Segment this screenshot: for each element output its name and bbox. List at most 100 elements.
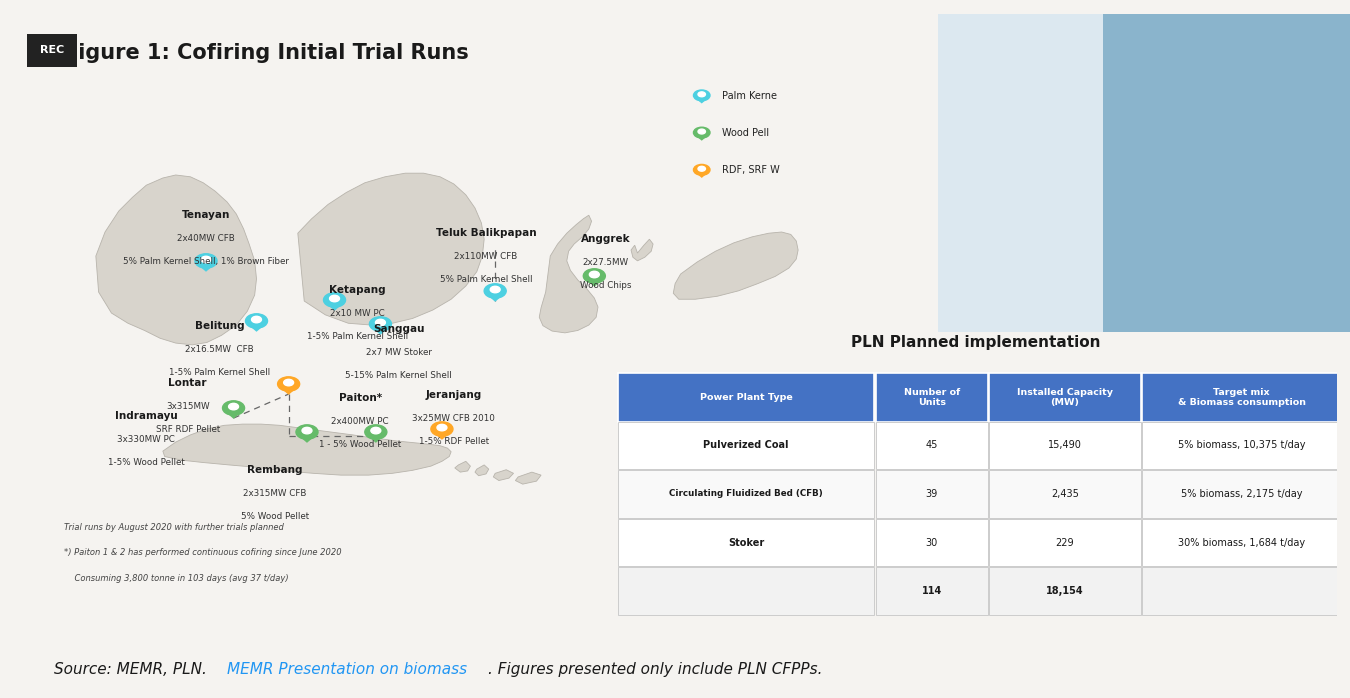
Text: 1-5% Palm Kernel Shell: 1-5% Palm Kernel Shell (169, 368, 270, 377)
Text: Consuming 3,800 tonne in 103 days (avg 37 t/day): Consuming 3,800 tonne in 103 days (avg 3… (63, 574, 289, 583)
Text: Wood Chips: Wood Chips (579, 281, 630, 290)
Text: 2x400MW PC: 2x400MW PC (331, 417, 389, 426)
Text: 1-5% Palm Kernel Shell: 1-5% Palm Kernel Shell (306, 332, 408, 341)
Polygon shape (630, 239, 653, 261)
FancyBboxPatch shape (876, 519, 988, 566)
Circle shape (583, 269, 605, 283)
Text: 2x315MW CFB: 2x315MW CFB (243, 489, 306, 498)
FancyBboxPatch shape (618, 567, 875, 615)
Text: REC: REC (39, 45, 63, 55)
FancyBboxPatch shape (876, 567, 988, 615)
Text: 114: 114 (922, 586, 942, 596)
Polygon shape (163, 424, 451, 475)
Circle shape (375, 319, 385, 326)
FancyBboxPatch shape (1083, 14, 1350, 332)
Text: Ketapang: Ketapang (329, 285, 386, 295)
FancyBboxPatch shape (990, 567, 1141, 615)
Text: 5% Palm Kernel Shell: 5% Palm Kernel Shell (440, 274, 532, 283)
Circle shape (431, 422, 454, 436)
Text: Sanggau: Sanggau (373, 324, 424, 334)
Text: 5% Palm Kernel Shell, 1% Brown Fiber: 5% Palm Kernel Shell, 1% Brown Fiber (123, 257, 289, 266)
Circle shape (194, 254, 217, 268)
Text: Paiton*: Paiton* (339, 393, 382, 403)
Text: Source: MEMR, PLN.: Source: MEMR, PLN. (54, 662, 212, 677)
Polygon shape (297, 435, 316, 443)
Circle shape (370, 317, 392, 331)
Text: SRF RDF Pellet: SRF RDF Pellet (155, 424, 220, 433)
Circle shape (694, 165, 710, 175)
Text: 2x10 MW PC: 2x10 MW PC (331, 309, 385, 318)
Circle shape (302, 427, 312, 434)
Text: Target mix
& Biomass consumption: Target mix & Biomass consumption (1177, 388, 1305, 407)
Text: Belitung: Belitung (194, 321, 244, 331)
FancyBboxPatch shape (990, 373, 1141, 422)
Circle shape (284, 379, 293, 386)
Circle shape (698, 166, 706, 171)
Text: Power Plant Type: Power Plant Type (699, 393, 792, 402)
Polygon shape (298, 173, 485, 325)
Text: 5% Wood Pellet: 5% Wood Pellet (240, 512, 309, 521)
FancyBboxPatch shape (1142, 567, 1341, 615)
Text: Tenayan: Tenayan (182, 210, 231, 220)
Text: MEMR Presentation on biomass: MEMR Presentation on biomass (227, 662, 467, 677)
Circle shape (201, 256, 211, 262)
Text: 30% biomass, 1,684 t/day: 30% biomass, 1,684 t/day (1179, 537, 1305, 547)
FancyBboxPatch shape (618, 373, 875, 422)
Text: Rembang: Rembang (247, 465, 302, 475)
FancyBboxPatch shape (618, 519, 875, 566)
Polygon shape (366, 435, 385, 443)
Text: Number of
Units: Number of Units (903, 388, 960, 407)
Text: 229: 229 (1056, 537, 1075, 547)
Text: 3x315MW: 3x315MW (166, 402, 209, 411)
Text: Installed Capacity
(MW): Installed Capacity (MW) (1017, 388, 1112, 407)
Text: 45: 45 (926, 440, 938, 450)
Text: 2,435: 2,435 (1052, 489, 1079, 499)
Text: Circulating Fluidized Bed (CFB): Circulating Fluidized Bed (CFB) (670, 489, 824, 498)
Text: 2x40MW CFB: 2x40MW CFB (177, 234, 235, 243)
Text: Pulverized Coal: Pulverized Coal (703, 440, 788, 450)
FancyBboxPatch shape (618, 470, 875, 517)
FancyBboxPatch shape (1142, 470, 1341, 517)
Text: 18,154: 18,154 (1046, 586, 1084, 596)
Circle shape (590, 272, 599, 278)
Text: Jeranjang: Jeranjang (425, 390, 482, 400)
Text: 1 - 5% Wood Pellet: 1 - 5% Wood Pellet (319, 440, 401, 449)
Text: Palm Kerne: Palm Kerne (722, 91, 778, 101)
Circle shape (694, 90, 710, 101)
Polygon shape (695, 98, 709, 103)
Circle shape (490, 286, 500, 292)
Circle shape (278, 377, 300, 391)
FancyBboxPatch shape (876, 373, 988, 422)
Circle shape (296, 425, 319, 439)
Polygon shape (371, 327, 390, 335)
FancyBboxPatch shape (990, 519, 1141, 566)
Text: 39: 39 (926, 489, 938, 499)
Text: Indramayu: Indramayu (115, 411, 178, 421)
Circle shape (437, 424, 447, 431)
Polygon shape (516, 472, 541, 484)
Text: Anggrek: Anggrek (580, 234, 630, 244)
Text: RDF, SRF W: RDF, SRF W (722, 165, 780, 175)
Text: Stoker: Stoker (728, 537, 764, 547)
Polygon shape (674, 232, 798, 299)
Polygon shape (279, 387, 298, 395)
Text: 3x25MW CFB 2010: 3x25MW CFB 2010 (413, 414, 495, 423)
Text: 1-5% RDF Pellet: 1-5% RDF Pellet (418, 437, 489, 446)
Circle shape (324, 292, 346, 307)
Text: 5% biomass, 10,375 t/day: 5% biomass, 10,375 t/day (1177, 440, 1305, 450)
FancyBboxPatch shape (876, 470, 988, 517)
FancyBboxPatch shape (1142, 373, 1341, 422)
Text: 5% biomass, 2,175 t/day: 5% biomass, 2,175 t/day (1181, 489, 1303, 499)
Circle shape (251, 316, 262, 322)
Text: Figure 1: Cofiring Initial Trial Runs: Figure 1: Cofiring Initial Trial Runs (63, 43, 468, 63)
FancyBboxPatch shape (618, 422, 875, 469)
Polygon shape (475, 465, 489, 476)
Circle shape (329, 295, 339, 302)
Text: 15,490: 15,490 (1048, 440, 1081, 450)
FancyBboxPatch shape (938, 14, 1103, 332)
Polygon shape (585, 279, 603, 287)
FancyBboxPatch shape (990, 470, 1141, 517)
FancyBboxPatch shape (1142, 422, 1341, 469)
Circle shape (485, 284, 506, 298)
Circle shape (223, 401, 244, 415)
